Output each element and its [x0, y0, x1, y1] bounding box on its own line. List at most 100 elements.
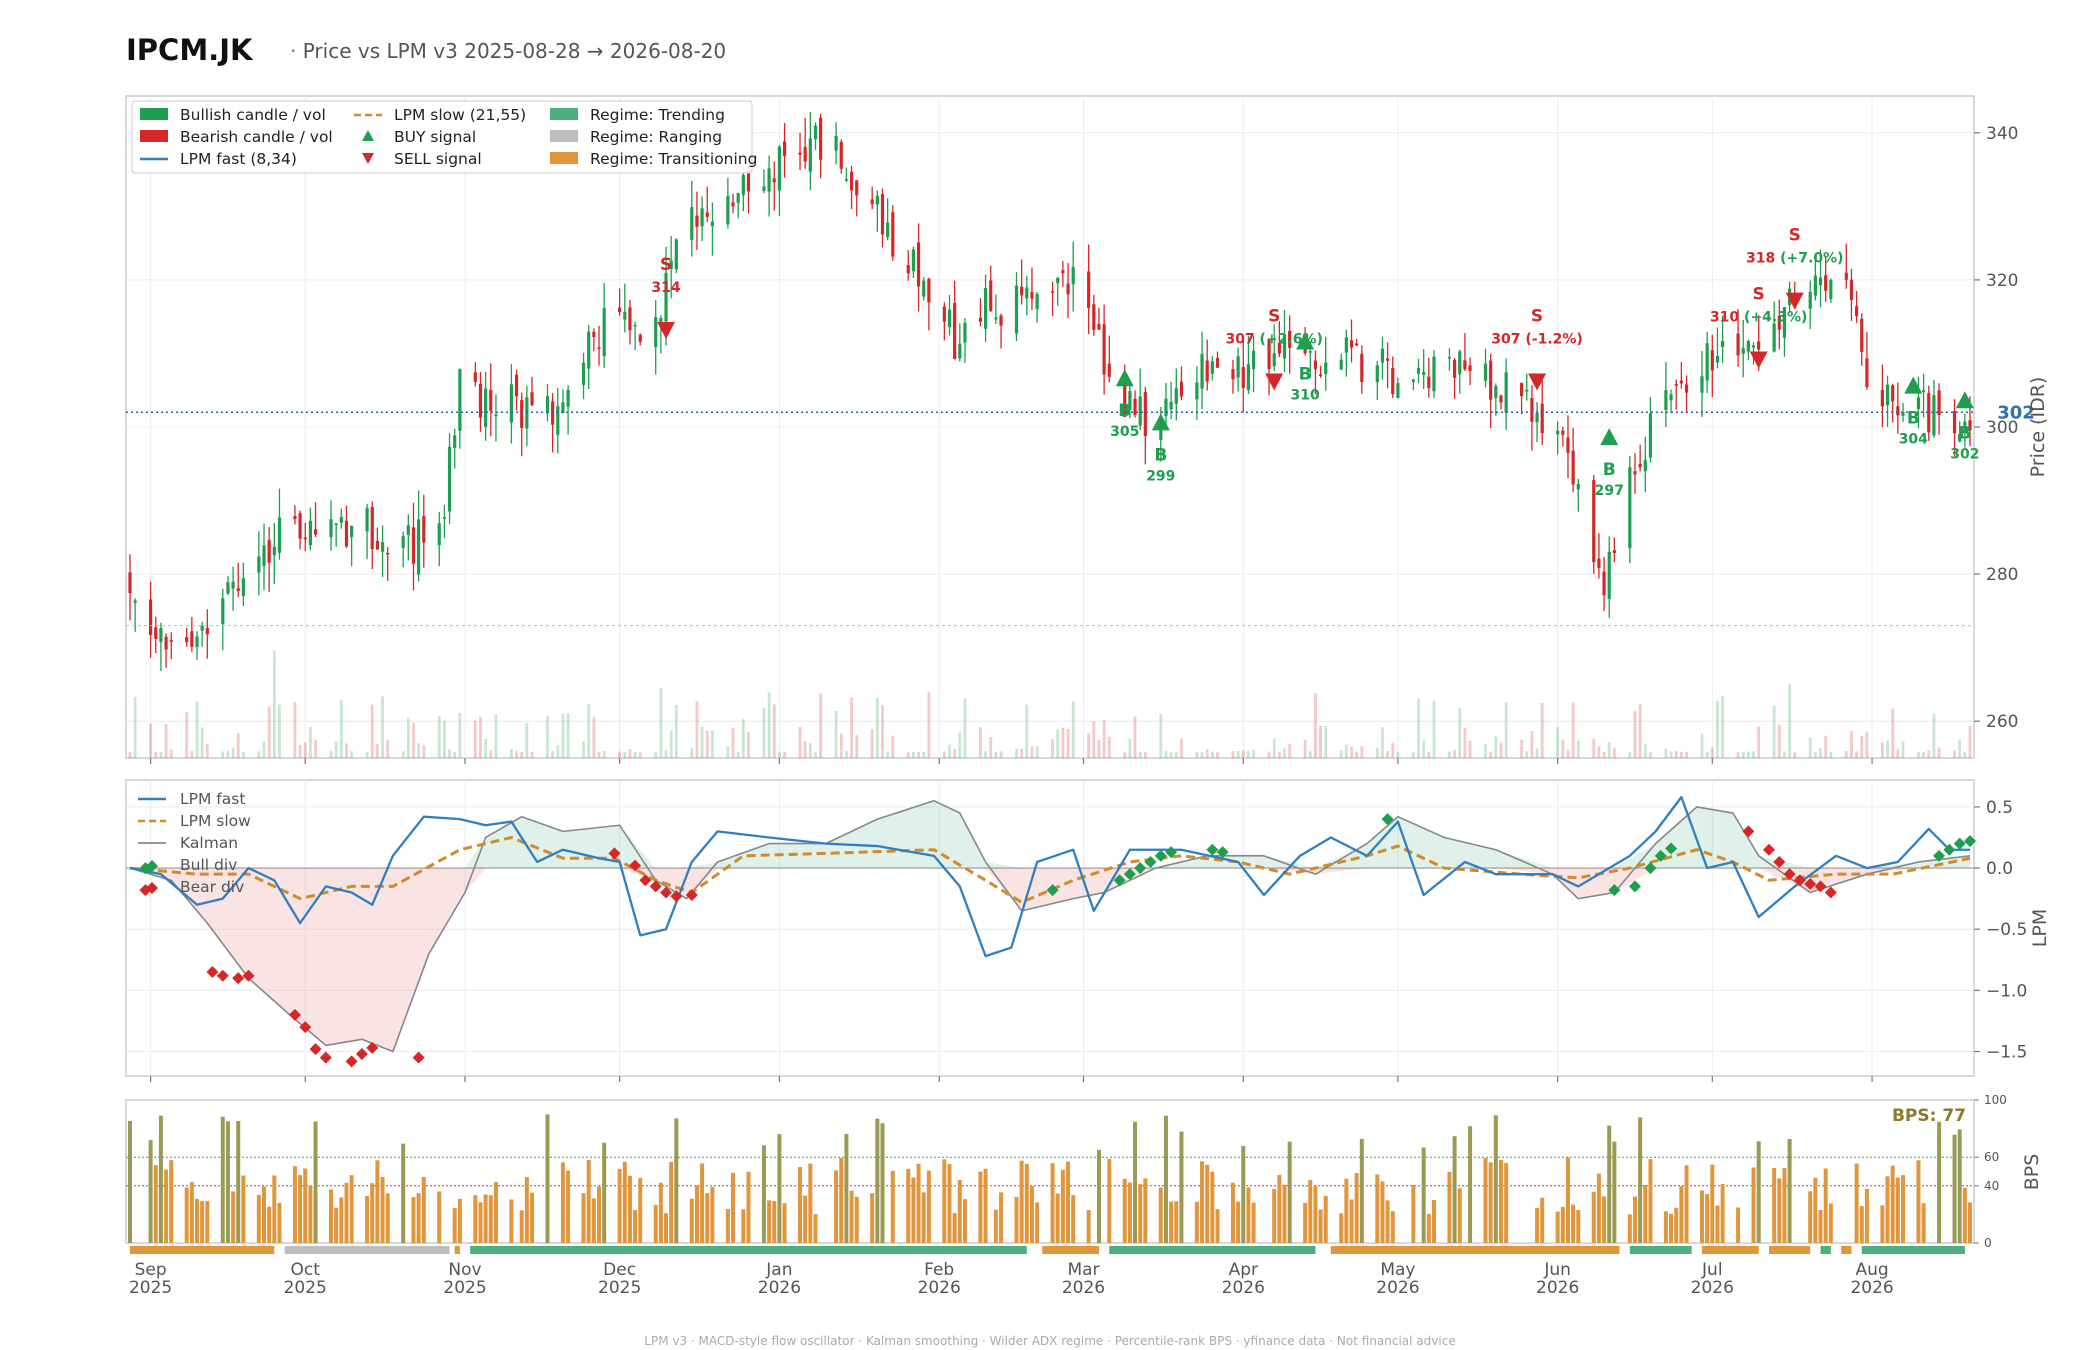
bear-div-marker — [1773, 855, 1786, 868]
bps-bar — [1808, 1191, 1813, 1243]
volume-bar — [1685, 751, 1688, 758]
volume-bar — [1463, 727, 1467, 758]
legend-bear-label: Bearish candle / vol — [180, 128, 333, 146]
x-tick-year: 2025 — [598, 1278, 641, 1298]
candle-body — [726, 195, 730, 225]
bps-bar — [1179, 1131, 1184, 1243]
candle-body — [947, 309, 952, 328]
bps-bar — [509, 1199, 514, 1243]
candle-body — [1169, 401, 1173, 410]
volume-bar — [262, 741, 266, 758]
legend-bear-patch — [140, 130, 168, 142]
volume-bar — [747, 731, 750, 758]
volume-bar — [664, 750, 668, 758]
candle-body — [350, 525, 354, 538]
bps-bar — [1282, 1184, 1287, 1243]
volume-bar — [855, 735, 859, 758]
candle-body — [690, 207, 694, 240]
bps-bar — [1323, 1195, 1328, 1243]
volume-bar — [345, 743, 348, 758]
volume-bar — [1303, 739, 1307, 758]
volume-bar — [1592, 738, 1596, 758]
candle-body — [422, 516, 426, 543]
volume-bar — [1107, 736, 1111, 758]
bps-bar — [952, 1213, 957, 1243]
legend-bull-label: Bullish candle / vol — [180, 106, 326, 124]
bps-bar — [586, 1159, 591, 1243]
volume-bar — [1324, 725, 1328, 758]
volume-bar — [437, 716, 441, 758]
bps-bar — [1426, 1213, 1431, 1243]
bps-bar — [566, 1170, 571, 1243]
bps-bar — [1205, 1164, 1210, 1243]
volume-bar — [1566, 749, 1570, 758]
candle-body — [1818, 277, 1823, 286]
candle-body — [618, 307, 622, 312]
bps-bar — [1777, 1178, 1782, 1243]
bear-div-marker — [319, 1051, 332, 1064]
buy-signal-letter: B — [1958, 423, 1971, 443]
bear-div-marker — [1783, 868, 1796, 881]
bear-div-marker — [660, 886, 673, 899]
volume-bar — [1917, 751, 1920, 758]
volume-bar — [1710, 747, 1714, 758]
candle-body — [1576, 483, 1580, 490]
bull-div-marker — [1165, 846, 1178, 859]
volume-bar — [582, 741, 585, 758]
bps-bar — [1055, 1193, 1060, 1243]
bps-bar — [1736, 1207, 1741, 1243]
volume-bar — [267, 706, 271, 758]
volume-bar — [1556, 726, 1560, 758]
legend-trans-label: Regime: Transitioning — [590, 150, 757, 168]
volume-bar — [906, 751, 910, 758]
volume-bar — [1236, 750, 1240, 758]
volume-bar — [1638, 704, 1642, 758]
bull-div-marker — [1216, 846, 1229, 859]
candle-body — [844, 179, 849, 181]
candle-body — [1102, 324, 1106, 375]
bps-bar — [674, 1118, 679, 1243]
bps-bar — [1663, 1211, 1668, 1243]
candle-body — [159, 628, 163, 643]
volume-bar — [473, 720, 477, 758]
regime-segment — [1701, 1246, 1759, 1254]
bps-bar — [798, 1167, 803, 1243]
bps-bar — [313, 1121, 318, 1243]
bps-bar — [1498, 1159, 1503, 1243]
volume-bar — [1025, 704, 1029, 758]
candle-body — [1525, 389, 1529, 392]
volume-bar — [1844, 750, 1848, 758]
bps-bar — [1354, 1172, 1359, 1243]
bps-bar — [1643, 1185, 1648, 1243]
candle-body — [1519, 383, 1524, 397]
buy-signal-marker — [1151, 413, 1170, 431]
candle-body — [803, 147, 807, 162]
bps-bar — [1756, 1141, 1761, 1243]
bps-bar — [880, 1123, 885, 1243]
candle-body — [1612, 550, 1616, 553]
bps-bar — [1890, 1165, 1895, 1243]
regime-segment — [1629, 1246, 1692, 1254]
buy-signal-price: 305 — [1110, 424, 1139, 440]
bps-bar — [767, 1200, 772, 1243]
legend-lpm-fast-label: LPM fast — [180, 790, 245, 808]
volume-bar — [484, 739, 488, 758]
volume-bar — [1092, 721, 1096, 758]
volume-bar — [1164, 750, 1168, 758]
volume-bar — [1123, 751, 1127, 758]
volume-bar — [1051, 739, 1054, 758]
candle-body — [1014, 285, 1019, 334]
volume-bar — [638, 751, 642, 758]
volume-bar — [984, 750, 987, 758]
candle-body — [1865, 358, 1869, 387]
volume-bar — [1880, 742, 1884, 758]
volume-bar — [1020, 748, 1024, 758]
bps-bar — [416, 1193, 421, 1243]
bps-bar — [746, 1171, 751, 1243]
candle-body — [597, 347, 601, 350]
candle-body — [746, 167, 751, 192]
candle-body — [1808, 291, 1812, 309]
volume-bar — [350, 751, 354, 758]
